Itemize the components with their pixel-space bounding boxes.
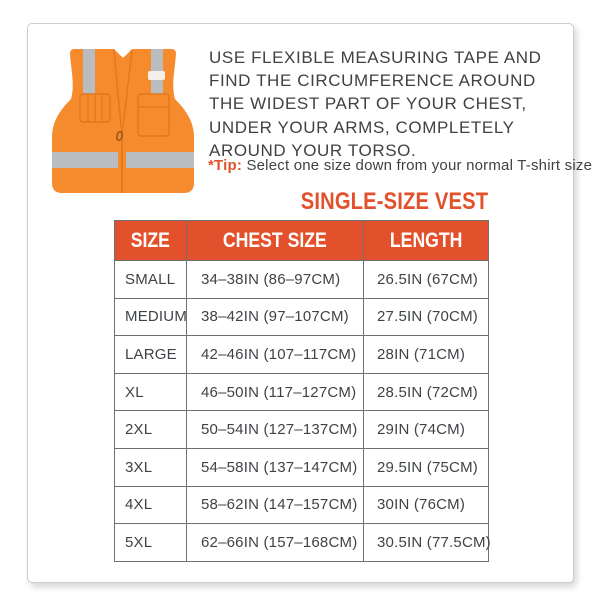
- header-chest-size: CHEST SIZE: [186, 220, 364, 261]
- cell-length: 29.5IN (75CM): [363, 447, 489, 487]
- cell-size: 3XL: [114, 447, 187, 487]
- cell-size: MEDIUM: [114, 297, 187, 337]
- header-length-label: LENGTH: [389, 228, 463, 252]
- table-row: 4XL 58–62IN (147–157CM) 30IN (76CM): [114, 485, 489, 525]
- table-row: 2XL 50–54IN (127–137CM) 29IN (74CM): [114, 410, 489, 449]
- header-chest-size-label: CHEST SIZE: [223, 228, 327, 252]
- table-row: XL 46–50IN (117–127CM) 28.5IN (72CM): [114, 372, 489, 412]
- cell-length: 30IN (76CM): [363, 485, 489, 525]
- table-row: SMALL 34–38IN (86–97CM) 26.5IN (67CM): [114, 260, 489, 299]
- tip-text: Select one size down from your normal T-…: [246, 157, 593, 174]
- cell-size: SMALL: [114, 260, 187, 299]
- cell-size: 5XL: [114, 523, 187, 562]
- cell-length: 28.5IN (72CM): [363, 372, 489, 412]
- cell-chest-size: 58–62IN (147–157CM): [186, 485, 364, 525]
- cell-chest-size: 54–58IN (137–147CM): [186, 447, 364, 487]
- cell-size: LARGE: [114, 335, 187, 374]
- tip-note: *Tip: Select one size down from your nor…: [208, 157, 592, 174]
- instruction-line: UNDER YOUR ARMS, COMPLETELY: [209, 117, 515, 137]
- cell-length: 28IN (71CM): [363, 335, 489, 374]
- cell-length: 26.5IN (67CM): [363, 260, 489, 299]
- table-title-text: SINGLE-SIZE VEST: [300, 188, 488, 215]
- instruction-line: AROUND YOUR TORSO.: [209, 140, 417, 160]
- cell-chest-size: 50–54IN (127–137CM): [186, 410, 364, 449]
- table-row: MEDIUM 38–42IN (97–107CM) 27.5IN (70CM): [114, 297, 489, 337]
- cell-chest-size: 62–66IN (157–168CM): [186, 523, 364, 562]
- instruction-line: USE FLEXIBLE MEASURING TAPE AND: [209, 48, 542, 67]
- cell-chest-size: 38–42IN (97–107CM): [186, 297, 364, 337]
- cell-length: 29IN (74CM): [363, 410, 489, 449]
- instruction-line: THE WIDEST PART OF YOUR CHEST,: [209, 94, 527, 114]
- cell-size: 2XL: [114, 410, 187, 449]
- header-size-label: SIZE: [130, 228, 171, 252]
- measuring-instructions: USE FLEXIBLE MEASURING TAPE AND FIND THE…: [209, 46, 542, 162]
- tip-label: *Tip:: [208, 157, 243, 174]
- table-title: SINGLE-SIZE VEST: [114, 188, 488, 216]
- hi-vis-vest-icon: [52, 49, 194, 193]
- cell-length: 30.5IN (77.5CM): [363, 523, 491, 562]
- header-length: LENGTH: [363, 220, 489, 261]
- instruction-line: FIND THE CIRCUMFERENCE AROUND: [209, 71, 536, 91]
- cell-size: XL: [114, 372, 187, 412]
- size-chart-table: SIZE CHEST SIZE LENGTH SMALL 34–38IN (86…: [114, 220, 491, 562]
- table-row: LARGE 42–46IN (107–117CM) 28IN (71CM): [114, 335, 489, 374]
- table-row: 5XL 62–66IN (157–168CM) 30.5IN (77.5CM): [114, 523, 491, 562]
- cell-chest-size: 34–38IN (86–97CM): [186, 260, 364, 299]
- cell-chest-size: 46–50IN (117–127CM): [186, 372, 364, 412]
- cell-chest-size: 42–46IN (107–117CM): [186, 335, 364, 374]
- table-header-row: SIZE CHEST SIZE LENGTH: [114, 220, 489, 261]
- cell-length: 27.5IN (70CM): [363, 297, 489, 337]
- header-size: SIZE: [114, 220, 187, 261]
- cell-size: 4XL: [114, 485, 187, 525]
- table-row: 3XL 54–58IN (137–147CM) 29.5IN (75CM): [114, 447, 489, 487]
